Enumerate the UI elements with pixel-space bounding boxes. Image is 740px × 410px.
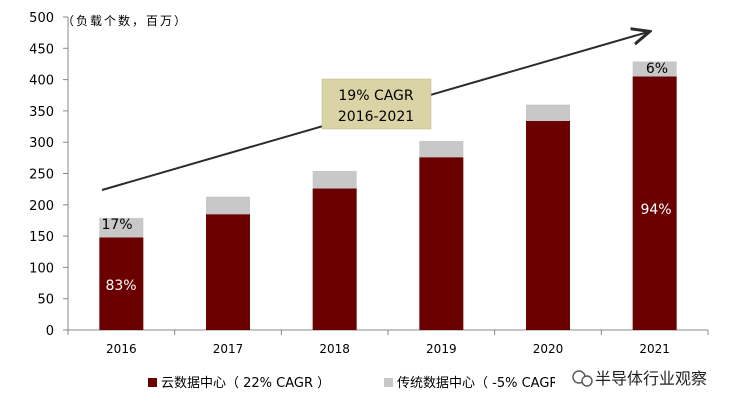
- x-tick-label: 2017: [213, 342, 244, 356]
- bar-traditional-2019: [419, 140, 464, 158]
- share-label-2021-traditional: 6%: [646, 61, 668, 77]
- bar-traditional-2018: [312, 170, 357, 189]
- legend-label-cloud: 云数据中心（ 22% CAGR ）: [161, 376, 330, 391]
- cagr-box: 19% CAGR 2016-2021: [321, 78, 432, 130]
- x-axis: 2016 2017 2018 2019 2020 2021: [67, 329, 709, 356]
- wechat-icon: [572, 370, 593, 387]
- y-tick-label: 450: [29, 42, 54, 57]
- bar-cloud-2017: [206, 214, 250, 330]
- legend-label-traditional: 传统数据中心（ -5% CAGR: [397, 376, 558, 391]
- y-tick-label: 400: [29, 74, 54, 89]
- y-axis: 0 50 100 150 200 250 300 350 400 450 500: [29, 11, 69, 339]
- cagr-label: 19% CAGR: [338, 88, 414, 104]
- y-tick-label: 150: [29, 230, 54, 245]
- bar-cloud-2018: [312, 188, 357, 330]
- y-tick-label: 200: [29, 199, 54, 214]
- bar-cloud-2020: [526, 120, 570, 330]
- y-tick-label: 250: [29, 168, 54, 183]
- unit-label: （负载个数，百万）: [62, 13, 188, 28]
- x-tick-label: 2021: [639, 342, 670, 356]
- watermark-text: 半导体行业观察: [595, 369, 707, 388]
- bar-cloud-2021: [632, 76, 677, 330]
- x-tick-label: 2020: [533, 342, 564, 356]
- share-label-2016-cloud: 83%: [105, 278, 136, 294]
- bar-cloud-2016: [99, 237, 144, 330]
- legend-swatch-cloud: [148, 378, 157, 387]
- share-label-2021-cloud: 94%: [640, 202, 671, 218]
- legend: 云数据中心（ 22% CAGR ） 传统数据中心（ -5% CAGR: [148, 376, 558, 391]
- bars: [99, 61, 677, 330]
- bar-cloud-2019: [419, 157, 464, 330]
- y-tick-label: 300: [29, 136, 54, 151]
- y-tick-label: 0: [46, 324, 54, 339]
- x-tick-label: 2018: [319, 342, 350, 356]
- bar-traditional-2017: [206, 196, 250, 215]
- cagr-period: 2016-2021: [338, 109, 414, 125]
- y-tick-label: 500: [29, 11, 54, 26]
- cagr-box-bg: [321, 78, 432, 130]
- x-tick-label: 2019: [426, 342, 457, 356]
- watermark: 半导体行业观察: [555, 364, 715, 392]
- bar-traditional-2016: [99, 217, 144, 238]
- bar-traditional-2020: [526, 104, 570, 121]
- bar-traditional-2021: [632, 61, 677, 77]
- y-tick-label: 100: [29, 261, 54, 276]
- watermark-bg: [555, 364, 715, 392]
- legend-swatch-traditional: [384, 378, 393, 387]
- y-tick-label: 350: [29, 105, 54, 120]
- y-tick-label: 50: [37, 293, 54, 308]
- x-tick-label: 2016: [106, 342, 137, 356]
- share-label-2016-traditional: 17%: [101, 217, 132, 233]
